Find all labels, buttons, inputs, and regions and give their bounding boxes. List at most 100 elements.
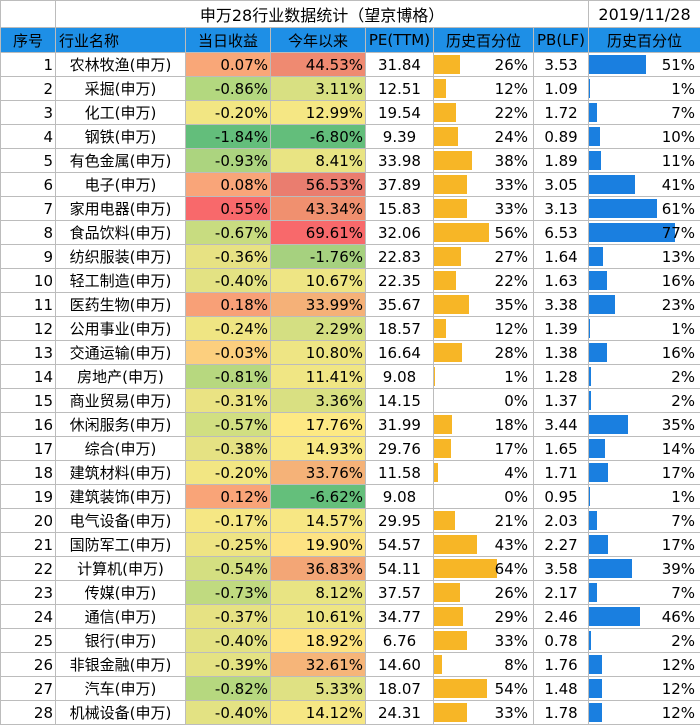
day-return: -0.67% (186, 221, 271, 245)
pb-percentile-cell: 39% (589, 557, 700, 581)
pe-percentile-bar (434, 175, 467, 194)
pb-percentile-cell: 35% (589, 413, 700, 437)
pe-percentile: 43% (495, 536, 531, 554)
industry-name: 交通运输(申万) (56, 341, 186, 365)
pb-percentile: 1% (671, 488, 698, 506)
pe-percentile: 33% (495, 632, 531, 650)
pb-percentile: 1% (671, 80, 698, 98)
day-return: 0.55% (186, 197, 271, 221)
pb-value: 1.28 (534, 365, 589, 389)
pe-percentile-bar (434, 655, 442, 674)
pe-percentile-cell: 64% (434, 557, 534, 581)
pe-value: 29.95 (366, 509, 434, 533)
pb-percentile: 12% (662, 680, 698, 698)
pb-percentile-cell: 16% (589, 269, 700, 293)
pe-percentile: 33% (495, 704, 531, 722)
pe-percentile: 1% (504, 368, 531, 386)
pe-value: 12.51 (366, 77, 434, 101)
pe-percentile-cell: 26% (434, 53, 534, 77)
pe-percentile-cell: 33% (434, 701, 534, 725)
ytd-return: 10.67% (271, 269, 366, 293)
pe-percentile-bar (434, 439, 451, 458)
pb-percentile-bar (589, 103, 597, 122)
row-index: 28 (1, 701, 56, 725)
row-index: 16 (1, 413, 56, 437)
pe-value: 9.08 (366, 485, 434, 509)
day-return: -0.39% (186, 653, 271, 677)
row-index: 17 (1, 437, 56, 461)
pb-value: 1.63 (534, 269, 589, 293)
industry-name: 银行(申万) (56, 629, 186, 653)
pe-percentile: 21% (495, 512, 531, 530)
header-row: 序号 行业名称 当日收益 今年以来 PE(TTM) 历史百分位 PB(LF) 历… (1, 28, 700, 53)
pb-percentile-cell: 41% (589, 173, 700, 197)
pb-percentile: 23% (662, 296, 698, 314)
pb-value: 0.95 (534, 485, 589, 509)
pe-percentile: 4% (504, 464, 531, 482)
industry-name: 电气设备(申万) (56, 509, 186, 533)
row-index: 23 (1, 581, 56, 605)
pe-percentile-bar (434, 319, 446, 338)
pe-percentile: 28% (495, 344, 531, 362)
pe-percentile-bar (434, 127, 458, 146)
pb-percentile: 41% (662, 176, 698, 194)
ytd-return: 18.92% (271, 629, 366, 653)
row-index: 1 (1, 53, 56, 77)
pe-percentile: 33% (495, 176, 531, 194)
industry-name: 建筑材料(申万) (56, 461, 186, 485)
pb-percentile-bar (589, 247, 603, 266)
pe-value: 37.57 (366, 581, 434, 605)
pb-percentile-cell: 2% (589, 365, 700, 389)
pe-percentile-cell: 56% (434, 221, 534, 245)
row-index: 11 (1, 293, 56, 317)
pe-percentile-bar (434, 271, 456, 290)
ytd-return: -6.80% (271, 125, 366, 149)
pb-value: 1.37 (534, 389, 589, 413)
pb-percentile: 51% (662, 56, 698, 74)
pb-percentile-bar (589, 199, 657, 218)
pb-percentile: 1% (671, 320, 698, 338)
pb-percentile: 16% (662, 272, 698, 290)
pe-percentile-cell: 24% (434, 125, 534, 149)
pe-percentile-cell: 26% (434, 581, 534, 605)
pb-value: 1.65 (534, 437, 589, 461)
industry-name: 汽车(申万) (56, 677, 186, 701)
pe-percentile-cell: 18% (434, 413, 534, 437)
pe-percentile: 0% (504, 488, 531, 506)
pb-percentile-bar (589, 271, 607, 290)
pb-percentile-cell: 51% (589, 53, 700, 77)
pe-percentile: 27% (495, 248, 531, 266)
ytd-return: 3.11% (271, 77, 366, 101)
pb-percentile-bar (589, 295, 615, 314)
day-return: -0.40% (186, 269, 271, 293)
pe-percentile-cell: 22% (434, 101, 534, 125)
pe-percentile-bar (434, 295, 469, 314)
day-return: -0.57% (186, 413, 271, 437)
pb-percentile-bar (589, 703, 602, 722)
pb-value: 1.72 (534, 101, 589, 125)
pb-percentile-cell: 1% (589, 77, 700, 101)
day-return: -0.73% (186, 581, 271, 605)
pe-percentile-cell: 0% (434, 389, 534, 413)
pb-percentile-bar (589, 679, 602, 698)
pb-percentile-cell: 61% (589, 197, 700, 221)
pe-percentile-bar (434, 55, 460, 74)
pe-percentile-cell: 28% (434, 341, 534, 365)
pe-percentile-bar (434, 703, 467, 722)
pb-percentile: 35% (662, 416, 698, 434)
col-header-pe-percentile: 历史百分位 (434, 28, 534, 53)
row-index: 18 (1, 461, 56, 485)
pb-value: 1.09 (534, 77, 589, 101)
pb-value: 3.58 (534, 557, 589, 581)
ytd-return: 3.36% (271, 389, 366, 413)
industry-name: 计算机(申万) (56, 557, 186, 581)
day-return: -0.82% (186, 677, 271, 701)
row-index: 22 (1, 557, 56, 581)
